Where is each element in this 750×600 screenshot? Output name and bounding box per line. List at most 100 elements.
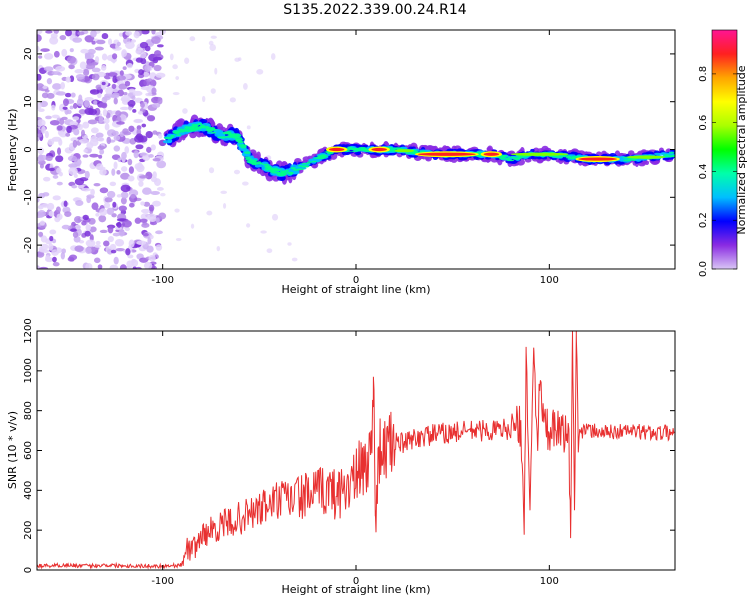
ridge-core xyxy=(394,149,415,153)
noise-blob xyxy=(135,266,142,269)
noise-blob xyxy=(134,162,144,170)
noise-blob xyxy=(80,48,89,54)
colorbar-tick-label: 0.0 xyxy=(698,261,709,277)
noise-blob xyxy=(103,202,111,209)
y-tick-label: 600 xyxy=(23,441,34,460)
noise-blob xyxy=(51,71,61,76)
noise-blob xyxy=(184,57,190,65)
noise-blob xyxy=(210,88,216,94)
noise-blob xyxy=(152,157,161,162)
noise-blob xyxy=(85,224,92,231)
ridge-blob xyxy=(264,165,271,168)
snr-y-label: SNR (10 * v/v) xyxy=(6,411,19,489)
noise-blob xyxy=(37,119,46,127)
noise-blob xyxy=(56,181,63,186)
noise-blob xyxy=(56,213,63,220)
spectrogram-y-axis: -20 -10 0 10 20 xyxy=(23,48,675,253)
noise-blob xyxy=(81,220,87,226)
noise-blob xyxy=(80,129,85,137)
noise-blob xyxy=(40,48,50,52)
noise-blob xyxy=(128,239,135,248)
noise-blob xyxy=(148,154,154,158)
noise-blob xyxy=(131,95,136,100)
noise-blob xyxy=(127,158,133,166)
noise-blob xyxy=(149,79,157,87)
noise-blob xyxy=(113,135,121,141)
noise-blob xyxy=(189,36,196,42)
noise-blob xyxy=(44,89,50,93)
noise-blob xyxy=(40,249,50,253)
noise-blob xyxy=(138,180,144,187)
noise-blob xyxy=(85,239,96,247)
noise-blob xyxy=(124,226,130,232)
ridge-blob xyxy=(536,156,542,160)
noise-blob xyxy=(169,53,174,61)
noise-blob xyxy=(101,53,108,61)
ridge-blob xyxy=(350,148,358,150)
noise-blob xyxy=(94,46,104,51)
noise-blob xyxy=(131,259,139,267)
noise-blob xyxy=(222,203,227,209)
noise-blob xyxy=(47,138,55,146)
ridge-blob xyxy=(301,162,309,165)
noise-blob xyxy=(124,80,131,87)
noise-blob xyxy=(37,209,46,218)
noise-blob xyxy=(122,91,128,96)
snr-panel: -100 0 100 0 200 400 600 800 1000 1200 Height of… xyxy=(6,318,676,596)
noise-blob xyxy=(135,57,143,63)
noise-blob xyxy=(93,257,101,264)
noise-blob xyxy=(51,104,56,111)
noise-blob xyxy=(122,128,129,135)
noise-blob xyxy=(72,139,78,148)
noise-blob xyxy=(151,87,157,95)
noise-blob xyxy=(98,154,103,159)
noise-blob xyxy=(42,85,48,90)
noise-blob xyxy=(74,178,85,186)
ridge-blob xyxy=(247,161,257,164)
noise-blob xyxy=(233,169,241,175)
noise-blob xyxy=(98,115,104,123)
noise-blob xyxy=(95,84,103,90)
noise-blob xyxy=(157,133,163,139)
noise-blob xyxy=(220,190,228,195)
noise-blob xyxy=(93,183,101,187)
ridge-core xyxy=(626,155,666,159)
ridge-blob xyxy=(506,159,513,161)
noise-blob xyxy=(113,161,118,170)
noise-blob xyxy=(89,226,97,233)
noise-blob xyxy=(112,53,118,60)
noise-blob xyxy=(77,31,85,36)
ridge-blob xyxy=(170,134,175,138)
noise-blob xyxy=(37,250,45,258)
noise-blob xyxy=(86,142,94,149)
noise-blob xyxy=(133,150,139,159)
noise-blob xyxy=(127,99,136,107)
noise-blob xyxy=(214,67,218,75)
noise-blob xyxy=(37,34,42,42)
ridge-blob xyxy=(350,150,359,152)
noise-blob xyxy=(152,130,158,135)
ridge-blob xyxy=(187,126,195,129)
ridge-blob xyxy=(358,146,367,149)
x-tick-label: 100 xyxy=(540,576,559,587)
noise-blob xyxy=(111,213,117,218)
noise-blob xyxy=(112,130,119,136)
spectrogram-image xyxy=(37,30,675,269)
noise-blob xyxy=(287,242,292,246)
noise-blob xyxy=(76,98,84,107)
noise-blob xyxy=(138,69,145,76)
noise-blob xyxy=(182,108,188,114)
noise-blob xyxy=(45,115,52,120)
noise-blob xyxy=(81,187,91,192)
noise-blob xyxy=(142,187,152,195)
noise-blob xyxy=(56,125,63,131)
noise-blob xyxy=(51,136,62,142)
noise-blob xyxy=(90,188,95,196)
noise-blob xyxy=(72,116,80,121)
noise-blob xyxy=(37,30,43,35)
noise-blob xyxy=(121,49,128,58)
noise-blob xyxy=(82,154,89,158)
noise-blob xyxy=(155,244,163,251)
noise-blob xyxy=(121,151,127,160)
